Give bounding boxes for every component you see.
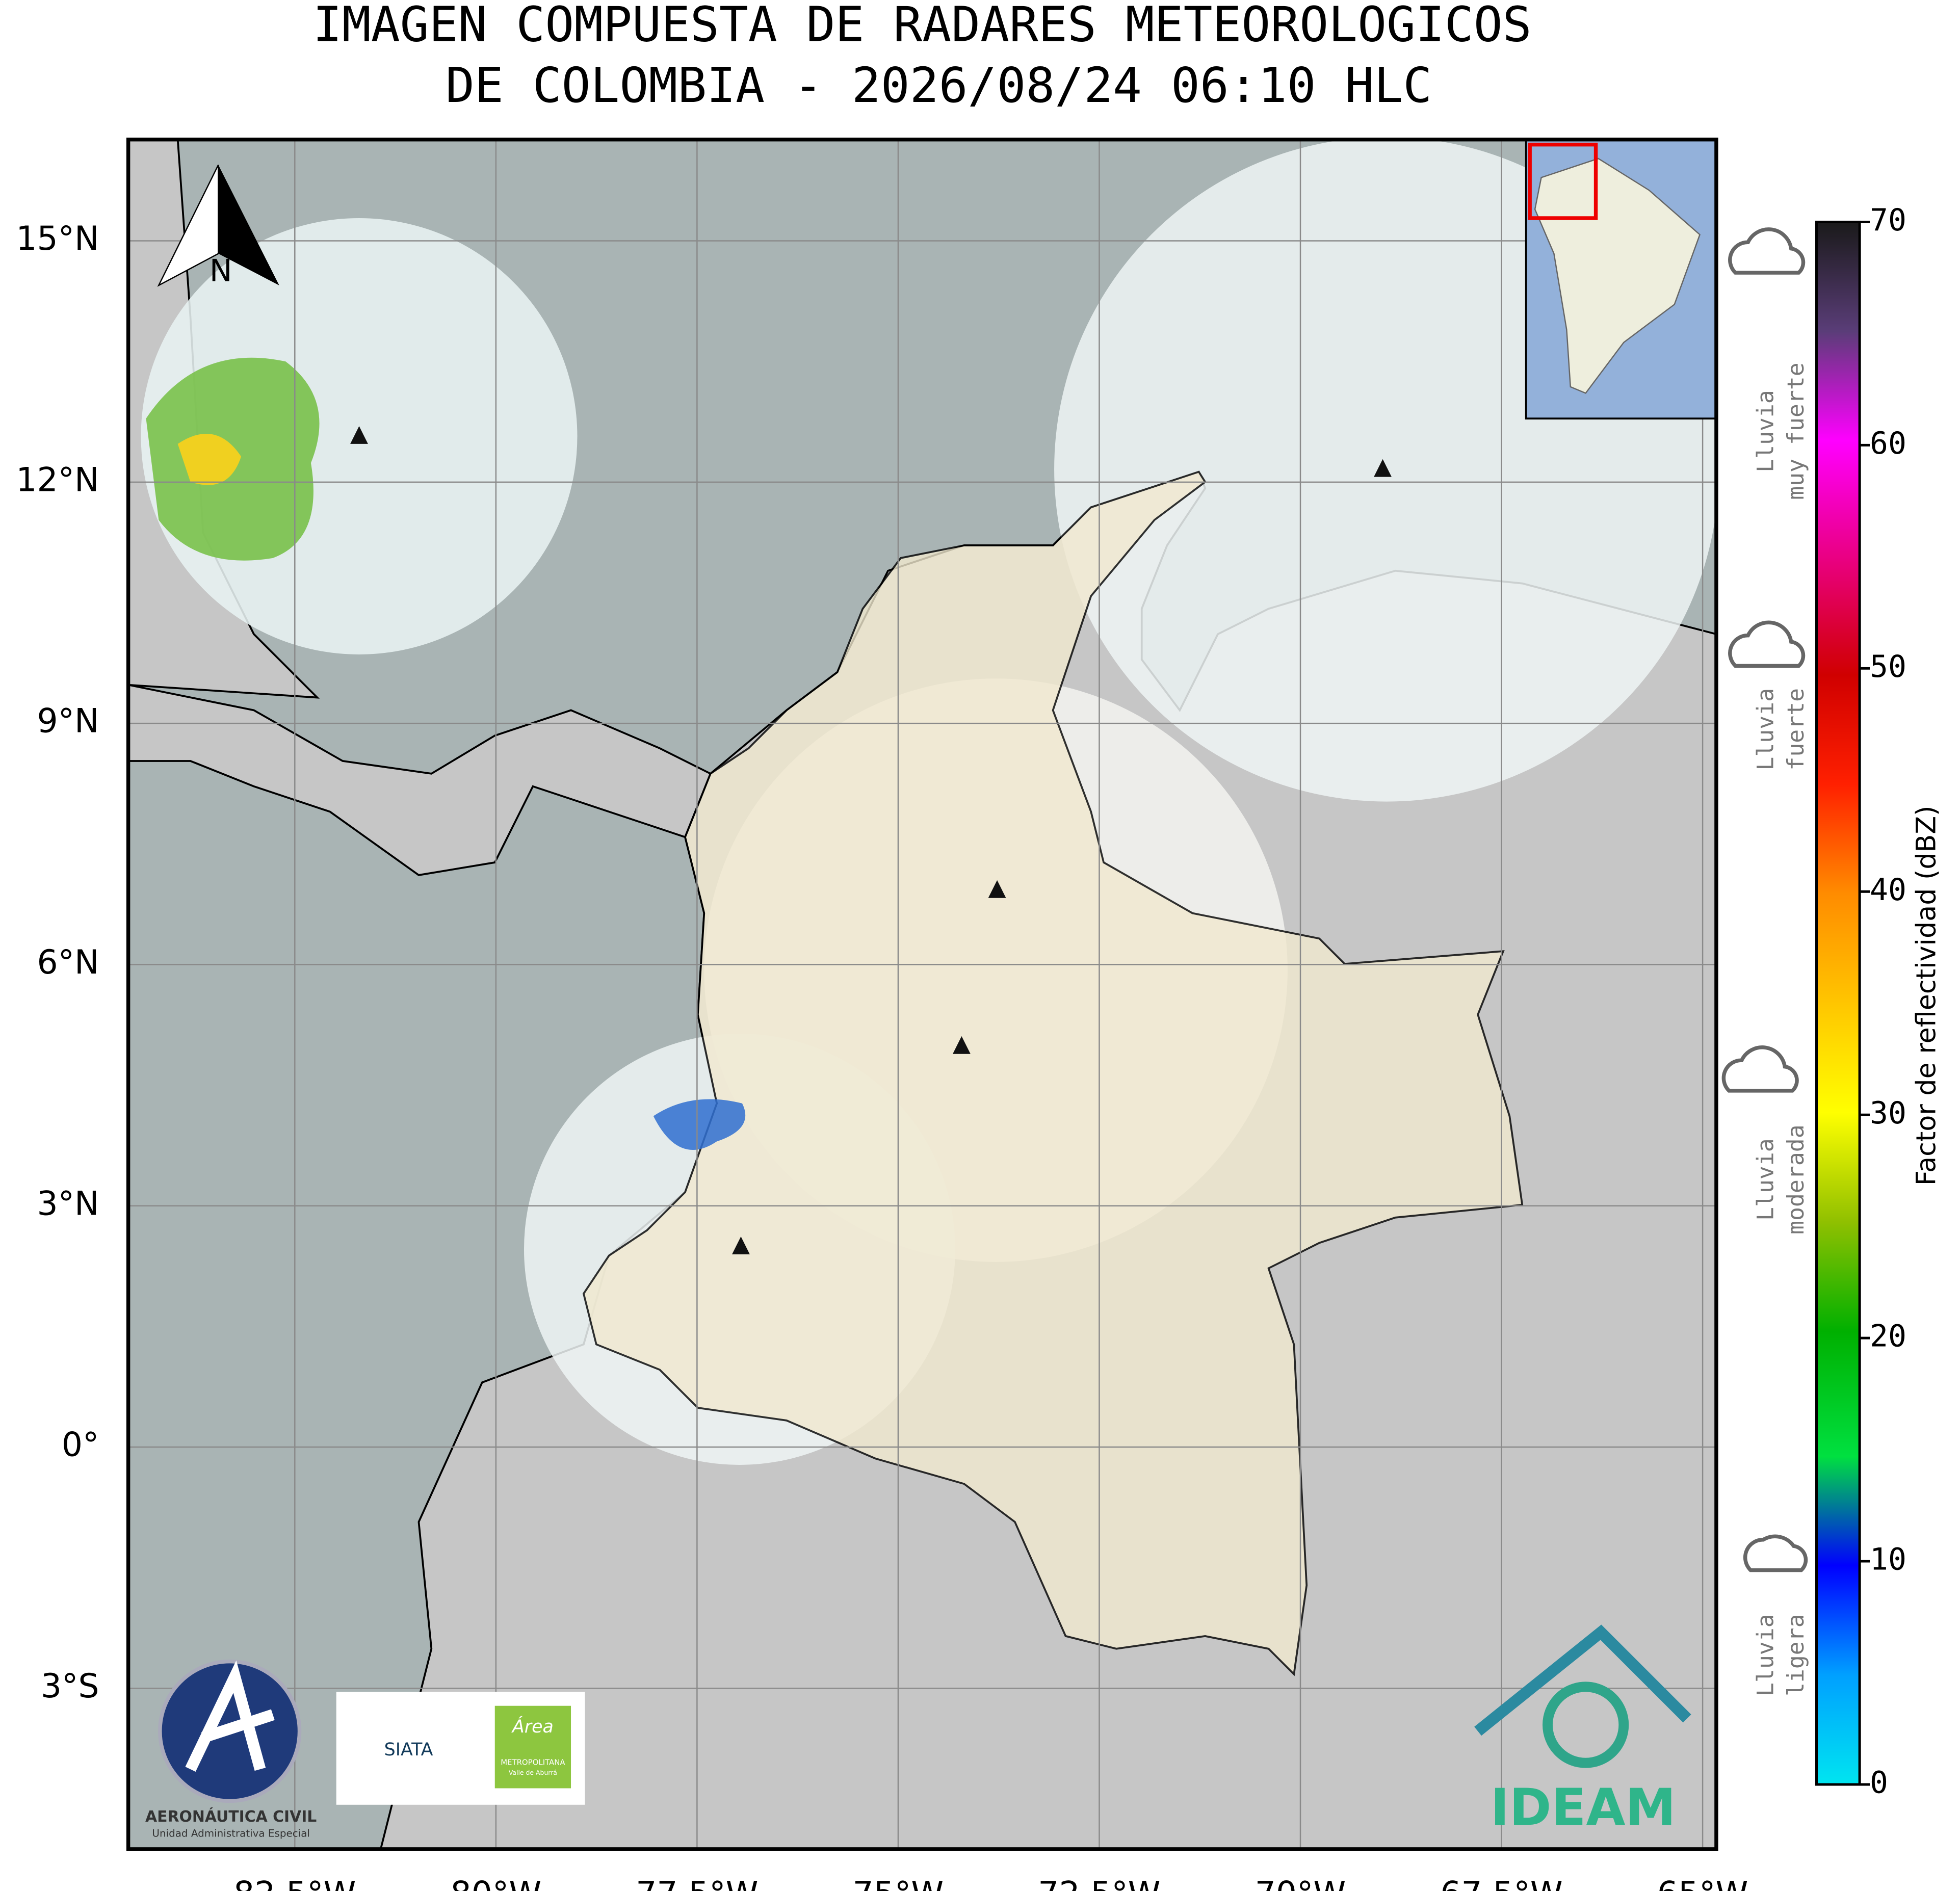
logo-text: Área (511, 1716, 554, 1737)
title-line: IMAGEN COMPUESTA DE RADARES METEOROLOGIC… (313, 0, 1532, 53)
lon-tick-label: 82.5°W (233, 1875, 356, 1891)
rain-label: ligera (1782, 1614, 1809, 1696)
rain-label: Lluvia (1752, 1614, 1779, 1696)
lat-tick-label: 12°N (16, 461, 99, 499)
ideam-logo (1543, 1682, 1629, 1768)
north-label: N (210, 254, 232, 289)
colorbar-tick-label: 60 (1870, 426, 1906, 461)
rain-label: Lluvia (1752, 390, 1779, 472)
aerocivil-logo (185, 1660, 275, 1772)
lon-tick-label: 77.5°W (636, 1875, 758, 1891)
lon-tick-label: 72.5°W (1038, 1875, 1160, 1891)
rain-label: muy fuerte (1782, 362, 1809, 500)
lon-tick-label: 67.5°W (1440, 1875, 1562, 1891)
colombia (582, 470, 1524, 1676)
lon-tick-label: 70°W (1255, 1875, 1346, 1891)
lat-tick-label: 3°N (37, 1185, 99, 1223)
lat-tick-label: 3°S (41, 1667, 99, 1705)
lat-tick-label: 0° (62, 1426, 99, 1464)
colorbar-label: Factor de reflectividad (dBZ) (1911, 805, 1942, 1186)
colorbar-tick-label: 40 (1870, 873, 1906, 908)
colorbar (1815, 220, 1861, 1786)
echo (177, 433, 242, 485)
map-frame (126, 137, 1718, 1851)
rain-label: fuerte (1782, 688, 1809, 771)
radar-sites (350, 426, 1392, 1254)
logo-text: Valle de Aburrá (509, 1769, 557, 1776)
colorbar-tick-label: 0 (1870, 1766, 1888, 1801)
echo (653, 1099, 746, 1150)
logo-text: SIATA (384, 1740, 433, 1760)
logo-text: AERONÁUTICA CIVIL (145, 1807, 317, 1826)
weather-icons (1721, 227, 1808, 1572)
rain-label: moderada (1782, 1124, 1809, 1235)
lat-tick-label: 15°N (16, 220, 99, 258)
logo-text: Unidad Administrativa Especial (152, 1828, 309, 1840)
lon-tick-label: 65°W (1657, 1875, 1748, 1891)
rain-label: Lluvia (1752, 688, 1779, 771)
lat-tick-label: 9°N (37, 702, 99, 741)
lat-tick-label: 6°N (37, 943, 99, 982)
land (128, 684, 712, 876)
map (128, 139, 1716, 1849)
colorbar-tick-label: 70 (1870, 203, 1906, 238)
graticule (128, 139, 1716, 1849)
rain-label: Lluvia (1752, 1138, 1779, 1221)
logo-text: METROPOLITANA (501, 1758, 565, 1767)
title-line: DE COLOMBIA - 2026/08/24 06:10 HLC (446, 58, 1432, 114)
colorbar-tick-label: 20 (1870, 1319, 1906, 1354)
inset-box (1528, 142, 1598, 220)
colorbar-tick-label: 30 (1870, 1096, 1906, 1131)
lon-tick-label: 75°W (853, 1875, 944, 1891)
colorbar-tick-label: 10 (1870, 1542, 1906, 1578)
area-logo (494, 1705, 571, 1789)
colorbar-tick-label: 50 (1870, 649, 1906, 685)
lon-tick-label: 80°W (451, 1875, 542, 1891)
ideam-logo (1474, 1624, 1691, 1736)
logo-text: IDEAM (1491, 1779, 1676, 1837)
